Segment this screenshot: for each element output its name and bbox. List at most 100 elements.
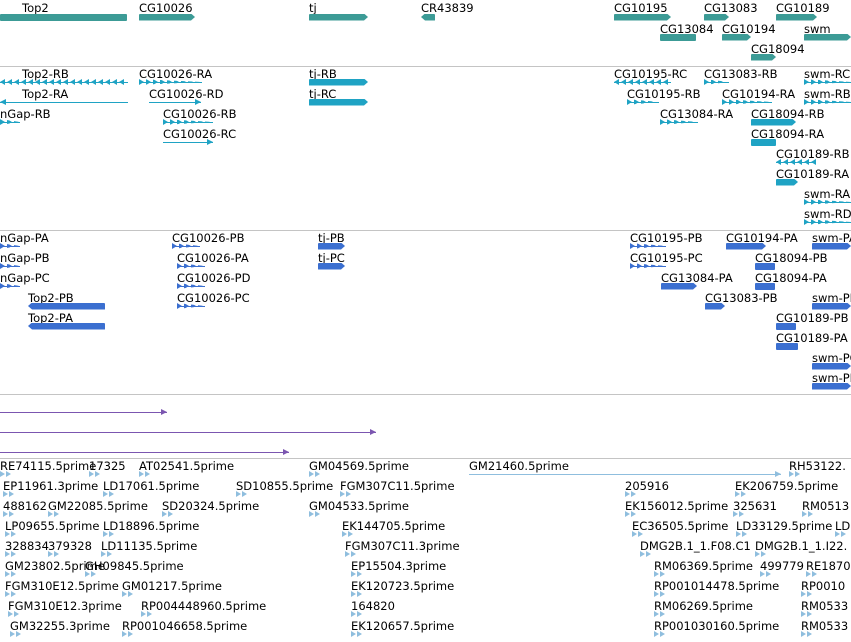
- feature-cg10026-pc-label[interactable]: CG10026-PC: [177, 291, 250, 305]
- feature-dmg2b-1-1-f08-c1-label[interactable]: DMG2B.1_1.F08.C1: [640, 539, 751, 553]
- feature-cg18094-pa-label[interactable]: CG18094-PA: [755, 271, 827, 285]
- feature-cr43839-label[interactable]: CR43839: [421, 1, 474, 15]
- feature-164820-label[interactable]: 164820: [351, 599, 395, 613]
- feature-cg13083-pb-label[interactable]: CG13083-PB: [705, 291, 778, 305]
- feature-at02541-5prime-label[interactable]: AT02541.5prime: [139, 459, 235, 473]
- feature-cg10194-ra-label[interactable]: CG10194-RA: [722, 87, 796, 101]
- feature-ld-label[interactable]: LD: [835, 519, 851, 533]
- feature-ek156012-5prime-label[interactable]: EK156012.5prime: [625, 499, 729, 513]
- feature-cg10026-pa-label[interactable]: CG10026-PA: [177, 251, 249, 265]
- feature-cg13084-ra-label[interactable]: CG13084-RA: [660, 107, 734, 121]
- feature-cg10194-label[interactable]: CG10194: [722, 22, 776, 36]
- feature-gm23802-5prime-label[interactable]: GM23802.5prime: [5, 559, 105, 573]
- feature-ld17061-5prime-label[interactable]: LD17061.5prime: [103, 479, 200, 493]
- feature-17325-label[interactable]: 17325: [89, 459, 126, 473]
- feature-cg10026-ra-label[interactable]: CG10026-RA: [139, 67, 213, 81]
- feature-tj-label[interactable]: tj: [309, 1, 317, 15]
- feature-top2-label[interactable]: Top2: [22, 1, 49, 15]
- feature-cg13083-label[interactable]: CG13083: [704, 1, 758, 15]
- feature-cg10195-label[interactable]: CG10195: [614, 1, 668, 15]
- feature-ek206759-5prime-label[interactable]: EK206759.5prime: [735, 479, 839, 493]
- feature-488162-label[interactable]: 488162: [3, 499, 47, 513]
- feature-cg13084-label[interactable]: CG13084: [660, 22, 714, 36]
- feature-cg10189-label[interactable]: CG10189: [776, 1, 830, 15]
- feature-cg10195-rc-label[interactable]: CG10195-RC: [614, 67, 688, 81]
- feature-cg18094-ra-label[interactable]: CG18094-RA: [751, 127, 825, 141]
- feature-gm32255-3prime-label[interactable]: GM32255.3prime: [10, 619, 110, 633]
- feature-325631-label[interactable]: 325631: [733, 499, 777, 513]
- feature-swm-rb-label[interactable]: swm-RB: [804, 87, 851, 101]
- feature-ek144705-5prime-label[interactable]: EK144705.5prime: [342, 519, 446, 533]
- feature-rp001014478-5prime-label[interactable]: RP001014478.5prime: [654, 579, 780, 593]
- feature-cg10189-rb-label[interactable]: CG10189-RB: [776, 147, 850, 161]
- feature-cg18094-label[interactable]: CG18094: [751, 42, 805, 56]
- feature-ld11135-5prime-label[interactable]: LD11135.5prime: [101, 539, 198, 553]
- feature-cg10026-rd-label[interactable]: CG10026-RD: [149, 87, 224, 101]
- feature-fgm307c11-3prime-label[interactable]: FGM307C11.3prime: [345, 539, 460, 553]
- feature-tj-pc-label[interactable]: tj-PC: [318, 251, 345, 265]
- feature-gh09845-5prime-label[interactable]: GH09845.5prime: [85, 559, 184, 573]
- feature-gm04569-5prime-label[interactable]: GM04569.5prime: [309, 459, 409, 473]
- feature-gm22085-5prime-label[interactable]: GM22085.5prime: [48, 499, 148, 513]
- feature-swm-rc-label[interactable]: swm-RC: [804, 67, 851, 81]
- feature-rm0533-label[interactable]: RM0533: [801, 619, 849, 633]
- feature-top2-pb-label[interactable]: Top2-PB: [28, 291, 74, 305]
- feature-cg10026-pd-label[interactable]: CG10026-PD: [177, 271, 251, 285]
- feature-ld18896-5prime-label[interactable]: LD18896.5prime: [103, 519, 200, 533]
- feature-rp001030160-5prime-label[interactable]: RP001030160.5prime: [654, 619, 780, 633]
- feature-sd10855-5prime-label[interactable]: SD10855.5prime: [236, 479, 334, 493]
- feature-swm-pa-label[interactable]: swm-PA: [812, 231, 851, 245]
- feature-re74115-5prime-label[interactable]: RE74115.5prime: [0, 459, 97, 473]
- feature-swm-ra-label[interactable]: swm-RA: [804, 187, 851, 201]
- feature-tj-rc-label[interactable]: tj-RC: [309, 87, 337, 101]
- feature-cg10026-label[interactable]: CG10026: [139, 1, 193, 15]
- feature-ep15504-3prime-label[interactable]: EP15504.3prime: [351, 559, 447, 573]
- feature-ld33129-5prime-label[interactable]: LD33129.5prime: [736, 519, 833, 533]
- feature-cg13083-rb-label[interactable]: CG13083-RB: [704, 67, 778, 81]
- feature-ep11961-3prime-label[interactable]: EP11961.3prime: [3, 479, 99, 493]
- feature-rp004448960-5prime-label[interactable]: RP004448960.5prime: [141, 599, 267, 613]
- feature-cg10026-rb-label[interactable]: CG10026-RB: [163, 107, 237, 121]
- feature-cg10195-pc-label[interactable]: CG10195-PC: [630, 251, 703, 265]
- feature-ngap-rb-label[interactable]: nGap-RB: [0, 107, 51, 121]
- feature-swm-pd-label[interactable]: swm-PD: [812, 371, 851, 385]
- feature-fgm307c11-5prime-label[interactable]: FGM307C11.5prime: [340, 479, 455, 493]
- feature-sd20324-5prime-label[interactable]: SD20324.5prime: [162, 499, 260, 513]
- feature-rm0513-label[interactable]: RM0513: [802, 499, 850, 513]
- feature-fgm310e12-5prime-label[interactable]: FGM310E12.5prime: [5, 579, 119, 593]
- feature-cg10026-pb-label[interactable]: CG10026-PB: [172, 231, 245, 245]
- feature-ec36505-5prime-label[interactable]: EC36505.5prime: [632, 519, 729, 533]
- feature-rh53122-label[interactable]: RH53122.: [789, 459, 846, 473]
- feature-328834-label[interactable]: 328834: [5, 539, 49, 553]
- feature-swm-label[interactable]: swm: [804, 22, 831, 36]
- feature-fgm310e12-3prime-label[interactable]: FGM310E12.3prime: [8, 599, 122, 613]
- feature-gm04533-5prime-label[interactable]: GM04533.5prime: [309, 499, 409, 513]
- feature-rm06369-5prime-label[interactable]: RM06369.5prime: [654, 559, 753, 573]
- feature-cg10189-pb-label[interactable]: CG10189-PB: [776, 311, 849, 325]
- feature-cg10195-pb-label[interactable]: CG10195-PB: [630, 231, 703, 245]
- feature-ek120657-5prime-label[interactable]: EK120657.5prime: [351, 619, 455, 633]
- feature-tj-pb-label[interactable]: tj-PB: [318, 231, 345, 245]
- feature-cg18094-pb-label[interactable]: CG18094-PB: [755, 251, 828, 265]
- feature-379328-label[interactable]: 379328: [48, 539, 92, 553]
- feature-cg10194-pa-label[interactable]: CG10194-PA: [726, 231, 798, 245]
- feature-top2-pa-label[interactable]: Top2-PA: [28, 311, 73, 325]
- feature-ngap-pb-label[interactable]: nGap-PB: [0, 251, 50, 265]
- feature-swm-pb-label[interactable]: swm-PB: [812, 291, 851, 305]
- feature-top2-ra-label[interactable]: Top2-RA: [22, 87, 69, 101]
- feature-ek120723-5prime-label[interactable]: EK120723.5prime: [351, 579, 455, 593]
- feature-lp09655-5prime-label[interactable]: LP09655.5prime: [5, 519, 100, 533]
- feature-swm-pc-label[interactable]: swm-PC: [812, 351, 851, 365]
- feature-rm0533-label[interactable]: RM0533: [801, 599, 849, 613]
- feature-cg10189-ra-label[interactable]: CG10189-RA: [776, 167, 850, 181]
- feature-cg10189-pa-label[interactable]: CG10189-PA: [776, 331, 848, 345]
- feature-re1870-label[interactable]: RE1870: [806, 559, 851, 573]
- feature-tj-rb-label[interactable]: tj-RB: [309, 67, 337, 81]
- feature-dmg2b-1-1-i22-label[interactable]: DMG2B.1_1.I22.: [755, 539, 848, 553]
- feature-cg13084-pa-label[interactable]: CG13084-PA: [661, 271, 733, 285]
- feature-cg10026-rc-label[interactable]: CG10026-RC: [163, 127, 237, 141]
- feature-499779-label[interactable]: 499779: [760, 559, 804, 573]
- feature-205916-label[interactable]: 205916: [625, 479, 669, 493]
- feature-swm-rd-label[interactable]: swm-RD: [804, 207, 851, 221]
- feature-rm06269-5prime-label[interactable]: RM06269.5prime: [654, 599, 753, 613]
